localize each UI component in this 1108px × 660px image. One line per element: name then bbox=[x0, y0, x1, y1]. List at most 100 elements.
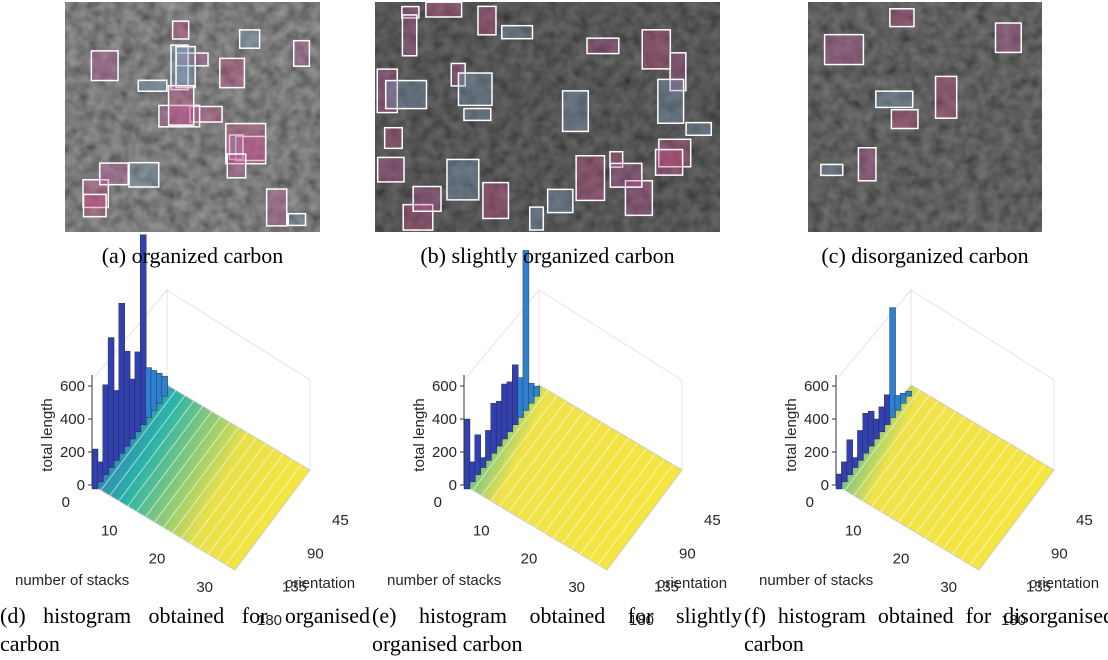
bar bbox=[474, 434, 481, 475]
stack-box bbox=[383, 126, 403, 150]
floor-line bbox=[579, 453, 656, 555]
stack-box bbox=[889, 8, 915, 28]
y-tick-label: 0 bbox=[806, 494, 814, 511]
floor-line bbox=[544, 432, 620, 534]
stack-box bbox=[609, 162, 643, 188]
stack-box bbox=[823, 33, 865, 66]
micrographs bbox=[65, 1, 1042, 232]
shade bbox=[808, 2, 1042, 232]
bar bbox=[97, 461, 104, 483]
floor-line bbox=[844, 390, 921, 491]
floor-line bbox=[189, 443, 266, 544]
floor-line bbox=[853, 395, 930, 496]
stack-box bbox=[238, 29, 261, 49]
stack-box bbox=[654, 148, 684, 176]
y-tick-label: 30 bbox=[940, 579, 957, 596]
floor-line bbox=[100, 390, 177, 491]
bar bbox=[156, 373, 163, 404]
floor-line bbox=[898, 421, 974, 523]
stack-box bbox=[446, 158, 480, 201]
bar bbox=[463, 418, 471, 490]
y-tick-label: 30 bbox=[196, 579, 213, 596]
stack-box bbox=[669, 52, 687, 92]
caption: (c) disorganized carbon bbox=[821, 243, 1029, 268]
floor-line bbox=[916, 432, 992, 534]
y-tick-label: 10 bbox=[845, 522, 862, 539]
stack-box bbox=[857, 147, 877, 182]
bar bbox=[140, 234, 147, 425]
floor-line bbox=[472, 390, 549, 491]
y-tick-label: 20 bbox=[521, 551, 538, 568]
bar bbox=[905, 390, 912, 397]
floor-line bbox=[517, 416, 594, 518]
z-tick-label: 400 bbox=[432, 411, 457, 428]
stack-box bbox=[477, 5, 497, 36]
floor-line bbox=[198, 448, 275, 550]
z-tick-label: 400 bbox=[804, 411, 829, 428]
floor-line bbox=[588, 459, 665, 560]
bar bbox=[501, 383, 508, 440]
floor-line bbox=[118, 400, 195, 502]
floor-line bbox=[499, 405, 576, 507]
stack-box bbox=[376, 156, 405, 183]
micrograph bbox=[65, 2, 320, 232]
x-tick-label: 45 bbox=[704, 512, 721, 529]
x-label: orientation bbox=[1029, 575, 1099, 592]
stack-box bbox=[402, 203, 434, 231]
bar bbox=[123, 350, 131, 447]
x-tick-label: 90 bbox=[307, 545, 324, 562]
floor-line bbox=[481, 395, 558, 496]
stack-box bbox=[820, 163, 844, 177]
floor-line bbox=[924, 437, 1001, 539]
floor-line bbox=[942, 448, 1019, 550]
y-tick-label: 0 bbox=[62, 494, 70, 511]
x-tick-label: 135 bbox=[282, 579, 307, 596]
stack-box bbox=[934, 75, 958, 119]
stack-box bbox=[99, 162, 129, 186]
bar bbox=[841, 461, 848, 483]
stack-box bbox=[401, 14, 418, 57]
floor-line bbox=[526, 421, 602, 523]
stack-box bbox=[657, 78, 685, 124]
stack-box bbox=[175, 45, 196, 89]
stack-box bbox=[401, 5, 420, 19]
y-label: number of stacks bbox=[387, 572, 501, 589]
bar bbox=[835, 473, 843, 490]
floor-line bbox=[889, 416, 966, 518]
floor-line bbox=[871, 405, 948, 507]
bar bbox=[506, 381, 514, 433]
stack-box bbox=[529, 206, 545, 231]
stack-box bbox=[128, 161, 160, 188]
stack-box bbox=[685, 121, 713, 137]
bar bbox=[118, 303, 125, 454]
floor-line bbox=[154, 421, 230, 523]
z-tick-label: 0 bbox=[449, 477, 457, 494]
stack-box bbox=[641, 29, 672, 70]
floor-line bbox=[216, 459, 293, 560]
bar bbox=[129, 378, 136, 440]
z-tick-label: 200 bbox=[432, 444, 457, 461]
stack-box bbox=[226, 153, 247, 179]
stack-box bbox=[482, 181, 510, 220]
x-tick-label: 135 bbox=[654, 579, 679, 596]
stack-box bbox=[189, 105, 223, 123]
floor-line bbox=[907, 427, 983, 528]
stack-box bbox=[658, 138, 692, 168]
bar bbox=[528, 383, 535, 404]
z-tick-label: 600 bbox=[432, 378, 457, 395]
floor-line bbox=[969, 464, 1046, 565]
y-label: number of stacks bbox=[15, 572, 129, 589]
x-tick-label: 45 bbox=[1076, 512, 1093, 529]
bar bbox=[479, 457, 487, 468]
bar bbox=[900, 393, 907, 404]
bar bbox=[107, 337, 115, 468]
floor-line bbox=[225, 464, 302, 565]
floor-line bbox=[180, 437, 257, 539]
floor-line bbox=[136, 411, 213, 512]
z-tick-label: 600 bbox=[60, 378, 85, 395]
floor-line bbox=[207, 453, 284, 555]
bar bbox=[851, 457, 859, 468]
y-label: number of stacks bbox=[759, 572, 873, 589]
y-tick-label: 10 bbox=[473, 522, 490, 539]
